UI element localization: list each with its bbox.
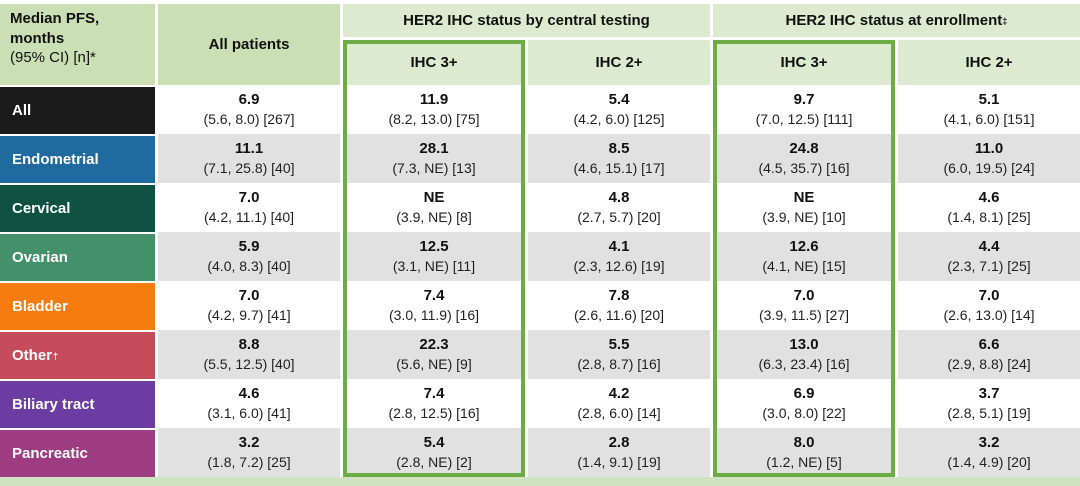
table-cell: 11.1 (7.1, 25.8) [40] <box>158 134 340 183</box>
table-cell: 8.5 (4.6, 15.1) [17] <box>528 134 710 183</box>
column-header-ihc3-enrollment: IHC 3+ <box>713 40 895 85</box>
table-cell: 8.0 (1.2, NE) [5] <box>713 428 895 477</box>
table-cell: 4.8 (2.7, 5.7) [20] <box>528 183 710 232</box>
row-label: Pancreatic <box>0 428 155 477</box>
row-label: Biliary tract <box>0 379 155 428</box>
table-cell: 5.4 (4.2, 6.0) [125] <box>528 85 710 134</box>
column-group-central-testing: HER2 IHC status by central testing <box>343 4 710 40</box>
corner-title: Median PFS, months <box>10 10 100 47</box>
table-cell: 6.6 (2.9, 8.8) [24] <box>898 330 1080 379</box>
table-cell: NE (3.9, NE) [10] <box>713 183 895 232</box>
table-cell: 8.8 (5.5, 12.5) [40] <box>158 330 340 379</box>
column-header-all-patients: All patients <box>158 4 340 85</box>
table-cell: 6.9 (3.0, 8.0) [22] <box>713 379 895 428</box>
table-cell: 9.7 (7.0, 12.5) [111] <box>713 85 895 134</box>
column-group-enrollment: HER2 IHC status at enrollment ‡ <box>713 4 1080 40</box>
table-cell: 24.8 (4.5, 35.7) [16] <box>713 134 895 183</box>
corner-subtitle: (95% CI) [n]* <box>10 49 96 66</box>
footer-accent-strip <box>0 477 1080 486</box>
table-cell: 4.2 (2.8, 6.0) [14] <box>528 379 710 428</box>
table-cell: 5.5 (2.8, 8.7) [16] <box>528 330 710 379</box>
table-cell: 3.2 (1.8, 7.2) [25] <box>158 428 340 477</box>
table-cell: 12.5 (3.1, NE) [11] <box>343 232 525 281</box>
row-label: All <box>0 85 155 134</box>
pfs-table: Median PFS, months (95% CI) [n]* All pat… <box>0 4 1080 486</box>
column-header-ihc2-enrollment: IHC 2+ <box>898 40 1080 85</box>
column-header-ihc3-central: IHC 3+ <box>343 40 525 85</box>
table-cell: 11.9 (8.2, 13.0) [75] <box>343 85 525 134</box>
table-cell: 13.0 (6.3, 23.4) [16] <box>713 330 895 379</box>
table-cell: 2.8 (1.4, 9.1) [19] <box>528 428 710 477</box>
row-label: Endometrial <box>0 134 155 183</box>
table-corner-header: Median PFS, months (95% CI) [n]* <box>0 4 155 85</box>
row-label: Cervical <box>0 183 155 232</box>
table-cell: NE (3.9, NE) [8] <box>343 183 525 232</box>
table-cell: 7.0 (4.2, 9.7) [41] <box>158 281 340 330</box>
table-cell: 7.0 (2.6, 13.0) [14] <box>898 281 1080 330</box>
table-cell: 3.2 (1.4, 4.9) [20] <box>898 428 1080 477</box>
column-header-ihc2-central: IHC 2+ <box>528 40 710 85</box>
table-cell: 3.7 (2.8, 5.1) [19] <box>898 379 1080 428</box>
table-cell: 7.4 (2.8, 12.5) [16] <box>343 379 525 428</box>
table-cell: 22.3 (5.6, NE) [9] <box>343 330 525 379</box>
table-cell: 5.1 (4.1, 6.0) [151] <box>898 85 1080 134</box>
table-cell: 7.4 (3.0, 11.9) [16] <box>343 281 525 330</box>
column-group-enrollment-label: HER2 IHC status at enrollment <box>785 12 1003 29</box>
row-label: Other † <box>0 330 155 379</box>
table-cell: 4.4 (2.3, 7.1) [25] <box>898 232 1080 281</box>
table-cell: 7.8 (2.6, 11.6) [20] <box>528 281 710 330</box>
row-label: Bladder <box>0 281 155 330</box>
table-cell: 12.6 (4.1, NE) [15] <box>713 232 895 281</box>
table-cell: 4.6 (3.1, 6.0) [41] <box>158 379 340 428</box>
table-cell: 7.0 (3.9, 11.5) [27] <box>713 281 895 330</box>
table-cell: 28.1 (7.3, NE) [13] <box>343 134 525 183</box>
table-cell: 4.6 (1.4, 8.1) [25] <box>898 183 1080 232</box>
table-cell: 5.9 (4.0, 8.3) [40] <box>158 232 340 281</box>
table-cell: 7.0 (4.2, 11.1) [40] <box>158 183 340 232</box>
table-cell: 4.1 (2.3, 12.6) [19] <box>528 232 710 281</box>
table-cell: 5.4 (2.8, NE) [2] <box>343 428 525 477</box>
row-label: Ovarian <box>0 232 155 281</box>
table-cell: 6.9 (5.6, 8.0) [267] <box>158 85 340 134</box>
table-cell: 11.0 (6.0, 19.5) [24] <box>898 134 1080 183</box>
